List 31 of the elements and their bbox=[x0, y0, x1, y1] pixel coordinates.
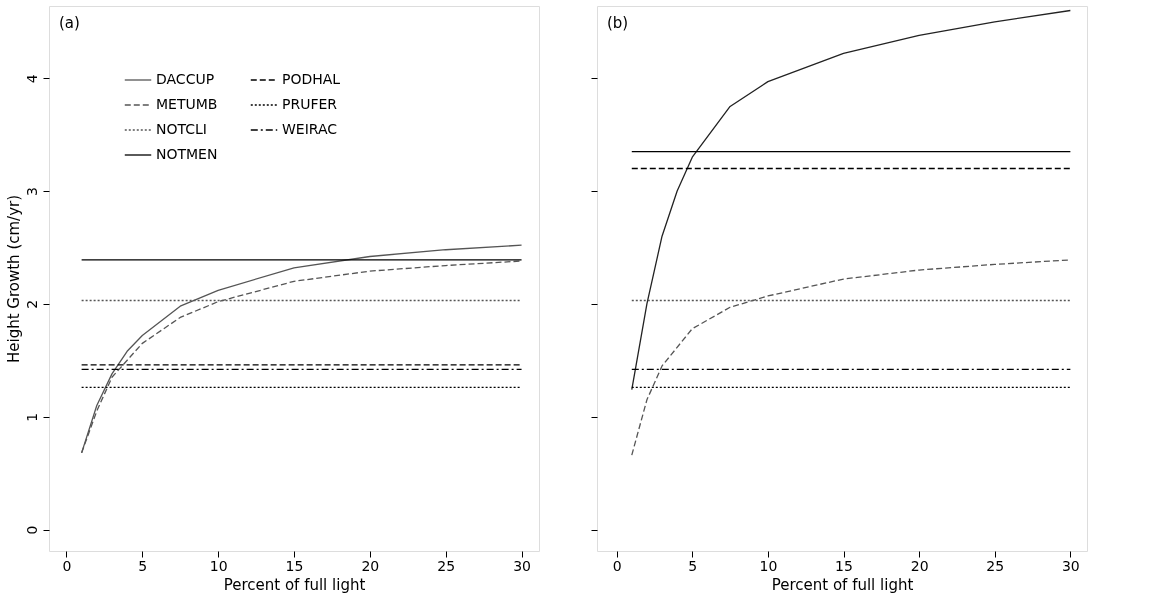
y-tick-label: 0 bbox=[23, 525, 40, 535]
legend-label: NOTCLI bbox=[156, 121, 207, 137]
legend-label: DACCUP bbox=[156, 71, 215, 87]
x-axis-title: Percent of full light bbox=[771, 575, 914, 594]
legend-label: PODHAL bbox=[282, 71, 341, 87]
x-tick-label: 15 bbox=[285, 557, 304, 574]
x-tick-label: 10 bbox=[759, 557, 778, 574]
legend-label: PRUFER bbox=[282, 96, 338, 112]
legend-label: METUMB bbox=[156, 96, 218, 112]
legend-label: WEIRAC bbox=[282, 121, 338, 137]
x-tick-label: 15 bbox=[835, 557, 853, 574]
legend-label: NOTMEN bbox=[156, 146, 218, 162]
y-tick-label: 4 bbox=[23, 74, 40, 84]
x-tick-label: 0 bbox=[62, 557, 72, 574]
y-tick-label: 2 bbox=[23, 299, 40, 309]
y-tick-label: 1 bbox=[23, 412, 40, 422]
x-tick-label: 25 bbox=[986, 557, 1005, 574]
text: (a) bbox=[59, 14, 80, 32]
x-tick-label: 10 bbox=[209, 557, 228, 574]
x-tick-label: 0 bbox=[612, 557, 622, 574]
x-tick-label: 5 bbox=[688, 557, 698, 574]
x-tick-label: 20 bbox=[910, 557, 929, 574]
x-tick-label: 30 bbox=[1061, 557, 1080, 574]
x-tick-label: 30 bbox=[513, 557, 531, 574]
x-tick-label: 5 bbox=[138, 557, 148, 574]
x-tick-label: 25 bbox=[437, 557, 456, 574]
y-tick-label: 3 bbox=[23, 187, 40, 197]
x-tick-label: 20 bbox=[361, 557, 380, 574]
y-axis-title: Height Growth (cm/yr) bbox=[4, 194, 23, 364]
x-axis-title: Percent of full light bbox=[223, 575, 366, 594]
text: (b) bbox=[607, 14, 629, 32]
